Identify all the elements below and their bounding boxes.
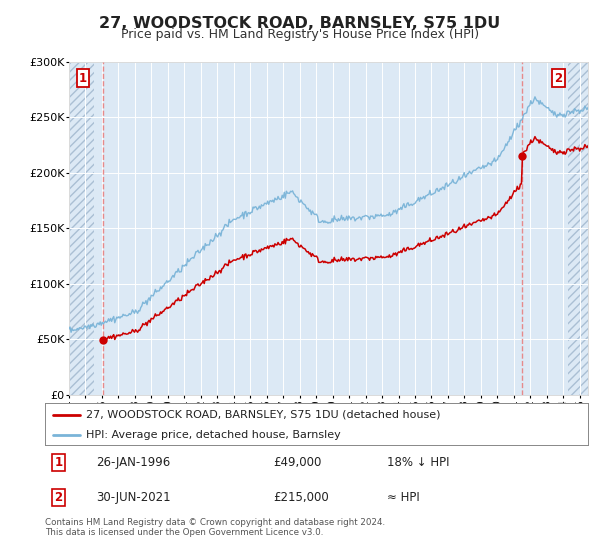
- Text: 2: 2: [55, 491, 62, 504]
- Text: HPI: Average price, detached house, Barnsley: HPI: Average price, detached house, Barn…: [86, 430, 340, 440]
- Text: 27, WOODSTOCK ROAD, BARNSLEY, S75 1DU (detached house): 27, WOODSTOCK ROAD, BARNSLEY, S75 1DU (d…: [86, 410, 440, 420]
- Text: 1: 1: [55, 456, 62, 469]
- Text: 30-JUN-2021: 30-JUN-2021: [97, 491, 171, 504]
- Bar: [69, 62, 94, 395]
- Text: Price paid vs. HM Land Registry's House Price Index (HPI): Price paid vs. HM Land Registry's House …: [121, 28, 479, 41]
- Text: Contains HM Land Registry data © Crown copyright and database right 2024.
This d: Contains HM Land Registry data © Crown c…: [45, 518, 385, 538]
- Text: 27, WOODSTOCK ROAD, BARNSLEY, S75 1DU: 27, WOODSTOCK ROAD, BARNSLEY, S75 1DU: [100, 16, 500, 31]
- Text: 1: 1: [79, 72, 87, 85]
- Bar: [568, 62, 588, 395]
- Text: £49,000: £49,000: [273, 456, 322, 469]
- Text: 26-JAN-1996: 26-JAN-1996: [97, 456, 171, 469]
- Text: £215,000: £215,000: [273, 491, 329, 504]
- Text: 18% ↓ HPI: 18% ↓ HPI: [387, 456, 449, 469]
- Text: ≈ HPI: ≈ HPI: [387, 491, 420, 504]
- Text: 2: 2: [554, 72, 562, 85]
